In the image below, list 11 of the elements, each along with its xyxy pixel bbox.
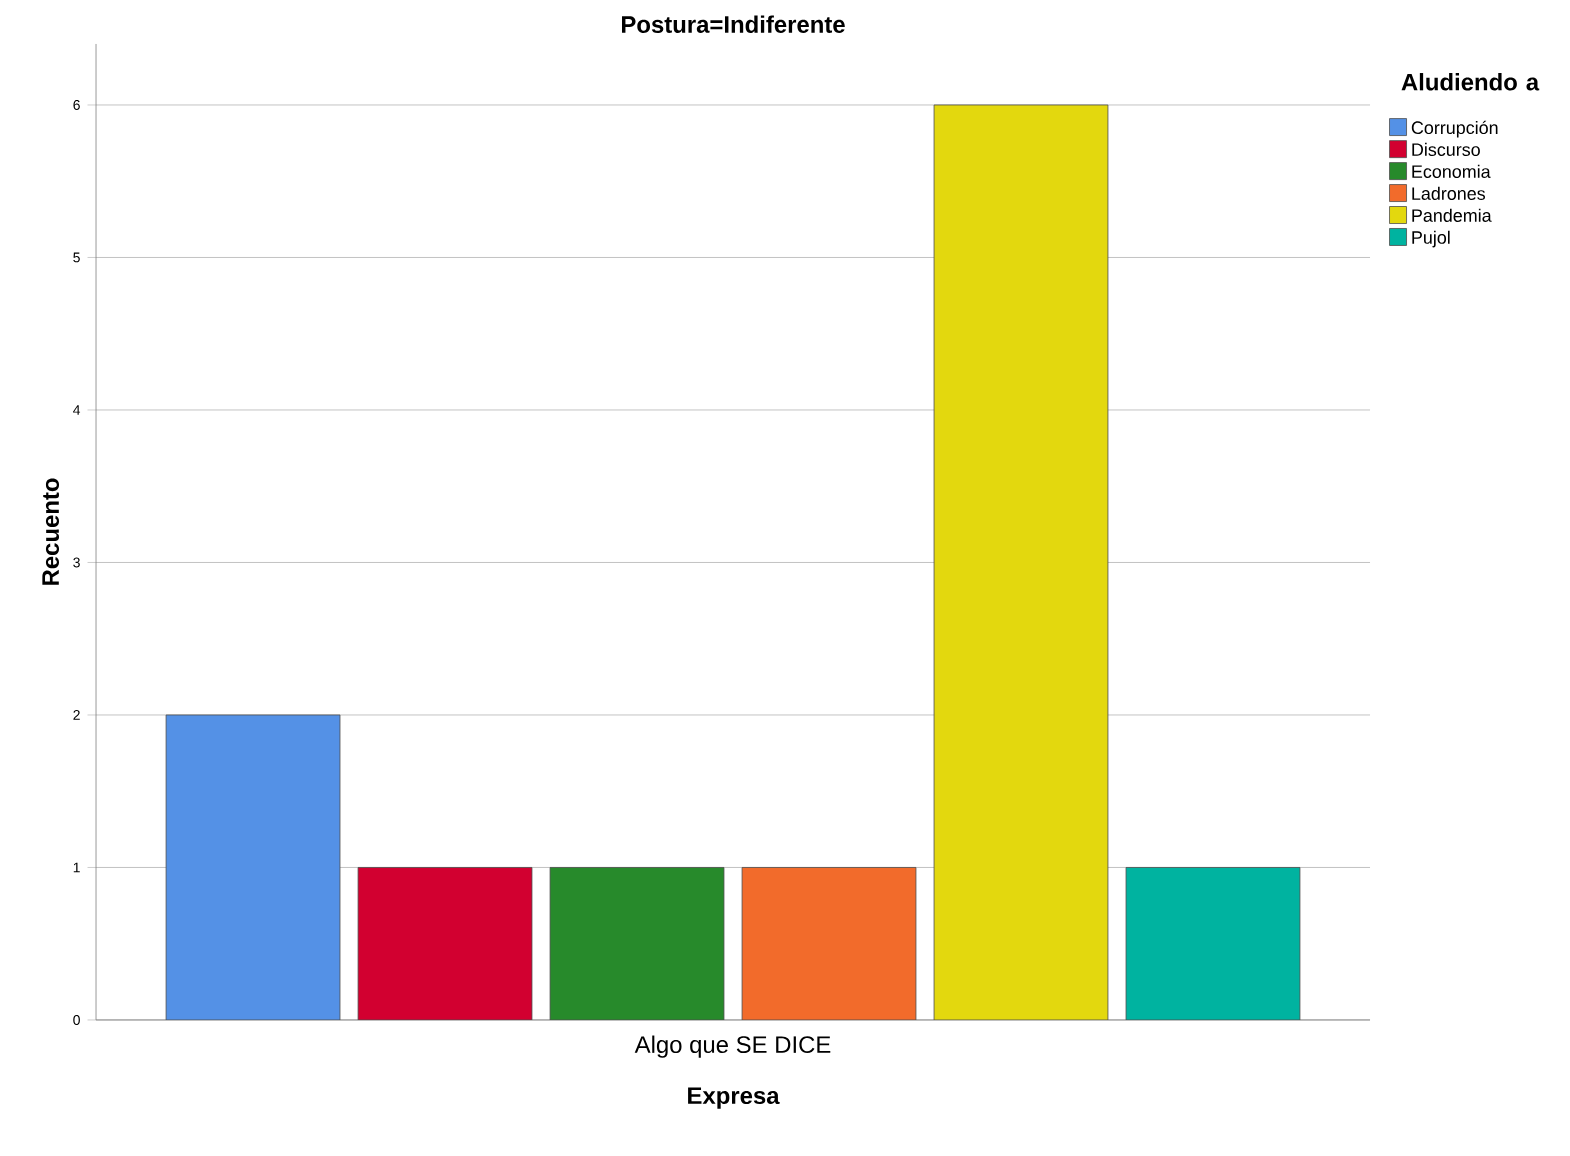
y-axis-title: Recuento — [42, 478, 60, 585]
chart-title: Postura=Indiferente — [622, 15, 845, 33]
legend-label: Discurso — [1412, 142, 1480, 157]
legend-label: Ladrones — [1412, 186, 1486, 200]
legend-label: Pujol — [1412, 230, 1450, 248]
legend-label: Economia — [1412, 164, 1491, 178]
legend-title: Aludiendo a — [1401, 73, 1540, 91]
x-tick-label: Algo que SE DICE — [634, 1035, 831, 1058]
x-axis-title: Expresa — [688, 1087, 780, 1109]
legend-label: Corrupción — [1411, 120, 1498, 138]
legend-label: Pandemia — [1412, 208, 1492, 222]
